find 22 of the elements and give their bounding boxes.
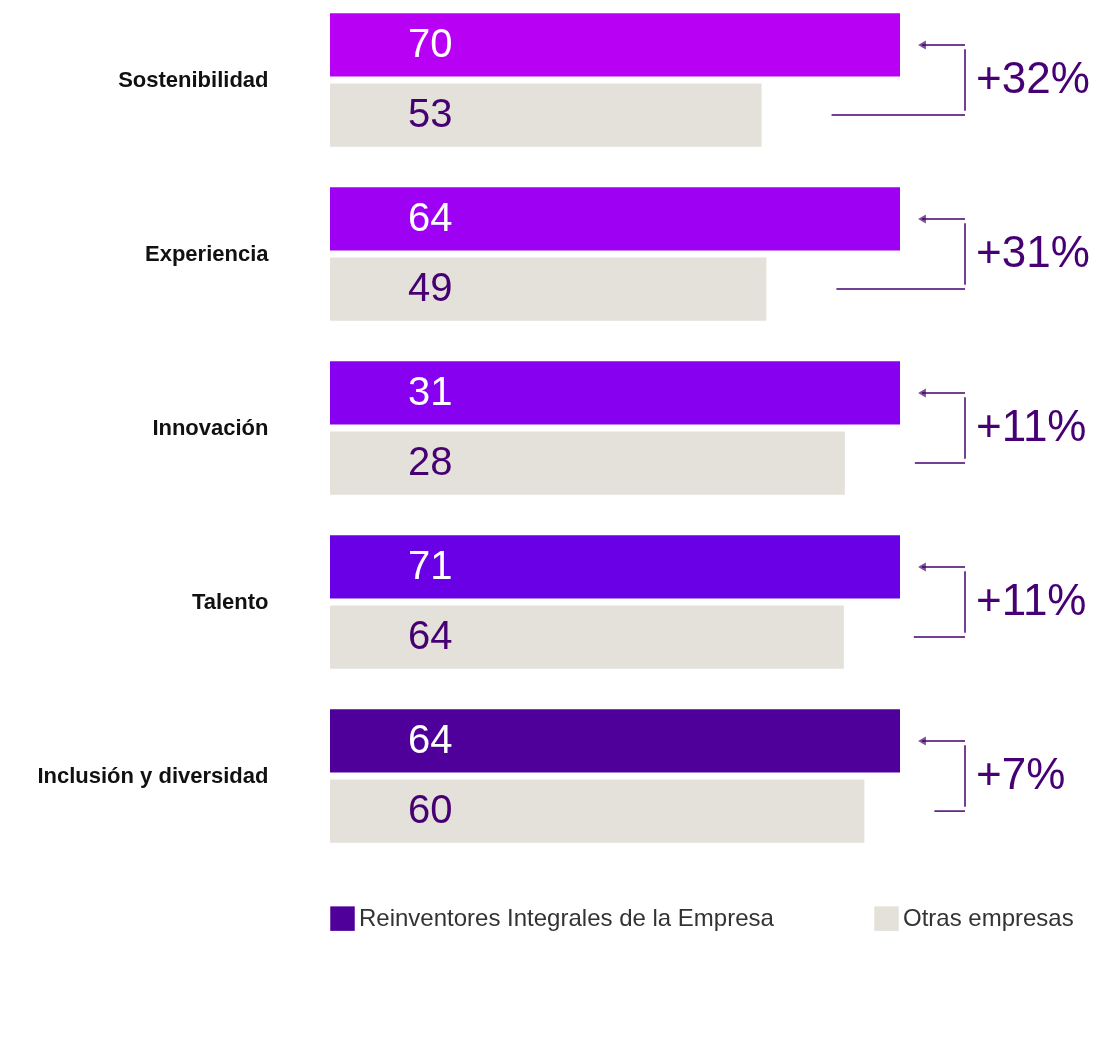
data-label: 31 [408,368,453,413]
legend-label: Otras empresas [903,903,1074,931]
data-label: 60 [408,787,453,832]
y-tick-label: Talento [191,589,269,614]
text: +32% [976,53,1090,102]
legend-label: Reinventores Integrales de la Empresa [359,903,775,931]
data-label: 64 [408,716,453,761]
y-tick-label: Sostenibilidad [118,67,269,92]
text: +11% [976,401,1087,450]
text: +11% [976,575,1087,624]
y-tick-label: Innovación [152,415,269,440]
text: +7% [976,749,1066,798]
data-label: 53 [408,91,453,136]
y-tick-label: Inclusión y diversidad [37,763,269,788]
data-label: 28 [408,439,453,484]
y-tick-label: Experiencia [144,241,270,266]
data-label: 64 [408,194,453,239]
data-label: 71 [408,542,453,587]
text: +31% [976,227,1090,276]
data-label: 70 [408,20,453,65]
data-label: 49 [408,265,453,310]
data-label: 64 [408,613,453,658]
